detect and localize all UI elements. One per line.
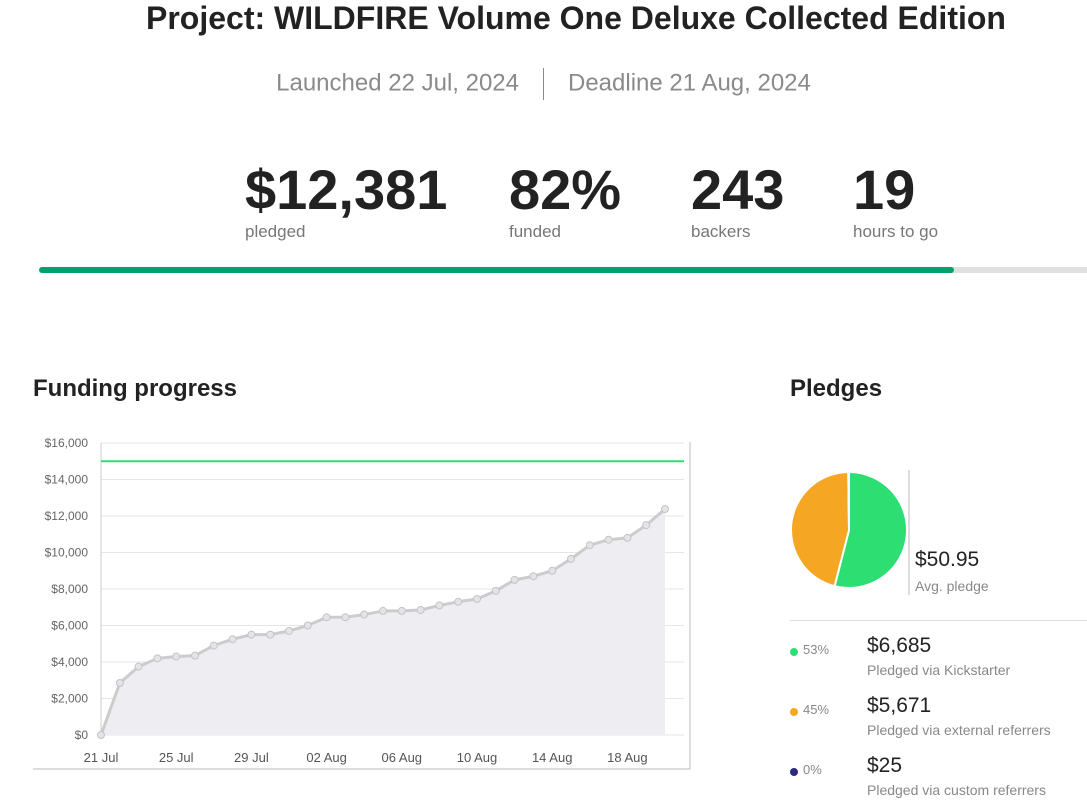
data-point — [397, 606, 406, 615]
avg-pledge-label: Avg. pledge — [915, 578, 989, 594]
project-title: Project: WILDFIRE Volume One Deluxe Coll… — [146, 0, 1006, 36]
data-point — [548, 566, 557, 575]
legend-dot — [790, 768, 798, 776]
data-point — [416, 605, 425, 614]
funding-progress-heading: Funding progress — [33, 375, 237, 402]
data-point — [285, 626, 293, 635]
data-point — [341, 613, 350, 622]
data-point — [303, 621, 312, 630]
x-tick-label: 06 Aug — [382, 750, 423, 765]
pledges-pie-chart — [780, 460, 920, 605]
data-point — [491, 586, 500, 595]
data-point — [473, 595, 481, 604]
y-tick-label: $2,000 — [51, 692, 88, 706]
date-separator — [543, 68, 544, 100]
data-point — [435, 601, 444, 610]
x-tick-label: 10 Aug — [457, 750, 498, 765]
stat-label: backers — [691, 222, 751, 241]
data-point — [115, 678, 124, 687]
funding-chart: $0 $2,000 $4,000 $6,000 $8,000 $10,000 $12,000… — [0, 430, 700, 780]
y-tick-label: $0 — [75, 728, 89, 742]
data-point — [510, 575, 519, 584]
data-point — [661, 505, 669, 514]
stat-funded: 82% funded — [509, 160, 621, 242]
data-point — [642, 521, 651, 530]
pledge-source-label: Pledged via custom referrers — [867, 782, 1046, 798]
x-tick-label: 14 Aug — [532, 750, 573, 765]
data-point — [454, 597, 463, 606]
data-point — [529, 572, 538, 581]
data-point — [191, 651, 199, 660]
stat-pledged: $12,381 pledged — [245, 160, 447, 242]
area-fill — [101, 509, 665, 735]
pie-slice — [790, 470, 851, 588]
funding-progress-bar — [39, 267, 1087, 273]
stat-label: pledged — [245, 222, 306, 241]
legend-dot — [790, 708, 798, 716]
pledge-source-percent: 45% — [803, 702, 830, 717]
deadline-date: Deadline 21 Aug, 2024 — [568, 69, 811, 97]
stat-value: 19 — [853, 158, 916, 221]
data-point — [322, 613, 331, 622]
y-tick-label: $10,000 — [45, 546, 89, 560]
x-tick-label: 18 Aug — [607, 750, 648, 765]
data-point — [97, 731, 105, 739]
stat-value: 243 — [691, 158, 785, 221]
data-point — [266, 630, 275, 639]
x-tick-label: 02 Aug — [306, 750, 347, 765]
pledges-divider — [790, 620, 1087, 621]
pledges-pie-svg — [790, 470, 910, 595]
x-tick-label: 25 Jul — [159, 750, 194, 765]
data-point — [360, 610, 369, 619]
data-point — [247, 630, 256, 639]
pledge-source-amount: $5,671 — [867, 694, 932, 717]
y-tick-label: $16,000 — [45, 436, 89, 450]
funding-progress-fill — [39, 267, 954, 273]
y-tick-label: $6,000 — [51, 619, 88, 633]
x-tick-label: 21 Jul — [84, 750, 119, 765]
data-point — [604, 535, 613, 544]
data-point — [585, 541, 594, 550]
stat-hours-to-go: 19 hours to go — [853, 160, 938, 242]
pledge-source-amount: $6,685 — [867, 634, 932, 657]
pledge-source-percent: 0% — [803, 762, 822, 777]
data-point — [623, 533, 632, 542]
y-tick-label: $8,000 — [51, 582, 88, 596]
y-tick-label: $4,000 — [51, 655, 88, 669]
project-dates: Launched 22 Jul, 2024 Deadline 21 Aug, 20… — [0, 68, 1087, 100]
data-point — [172, 652, 181, 661]
data-point — [379, 606, 387, 615]
pledges-heading: Pledges — [790, 375, 883, 402]
stat-label: funded — [509, 222, 561, 241]
stat-backers: 243 backers — [691, 160, 784, 242]
pie-slice — [847, 470, 850, 531]
avg-pledge-value: $50.95 — [915, 548, 980, 571]
pledge-source-percent: 53% — [803, 642, 830, 657]
stat-label: hours to go — [853, 222, 939, 241]
launched-date: Launched 22 Jul, 2024 — [276, 69, 519, 97]
y-tick-label: $12,000 — [45, 509, 89, 523]
y-tick-label: $14,000 — [45, 473, 89, 487]
data-point — [153, 654, 162, 663]
funding-chart-svg: $0 $2,000 $4,000 $6,000 $8,000 $10,000 $12,000… — [33, 436, 691, 770]
pie-slice — [833, 470, 908, 589]
data-point — [228, 635, 237, 644]
pledge-source-label: Pledged via Kickstarter — [867, 662, 1011, 678]
data-point — [567, 554, 575, 563]
data-point — [134, 662, 143, 671]
data-point — [209, 641, 218, 650]
pledge-source-amount: $25 — [867, 754, 903, 777]
x-tick-label: 29 Jul — [234, 750, 269, 765]
pledge-source-label: Pledged via external referrers — [867, 722, 1051, 738]
legend-dot — [790, 648, 798, 656]
stat-value: $12,381 — [245, 158, 448, 221]
stat-value: 82% — [509, 158, 622, 221]
